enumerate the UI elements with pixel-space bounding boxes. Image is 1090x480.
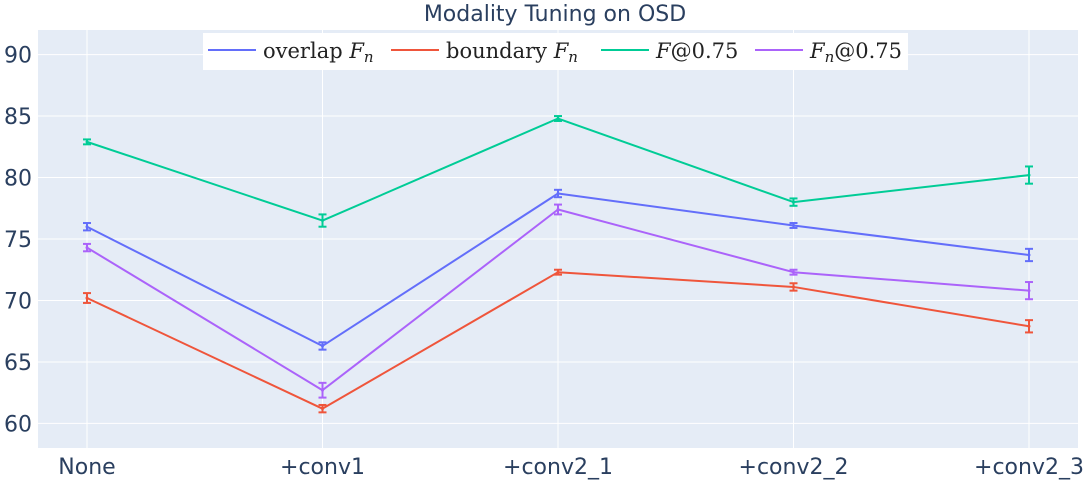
data-point xyxy=(556,192,560,196)
legend[interactable]: overlap Fn boundary Fn F@0.75 Fn@0.75 xyxy=(203,33,908,70)
legend-box xyxy=(203,33,908,70)
data-point xyxy=(792,223,795,227)
y-tick-label: 80 xyxy=(4,167,32,192)
series-3 xyxy=(83,115,1033,228)
data-point xyxy=(321,388,324,392)
data-point xyxy=(556,207,560,211)
data-point xyxy=(1027,324,1031,328)
x-tick-label: +conv2_2 xyxy=(739,455,849,480)
series-4 xyxy=(83,203,1033,399)
x-tick-label: +conv2_3 xyxy=(974,455,1084,480)
data-point xyxy=(321,219,324,223)
y-tick-label: 75 xyxy=(4,228,32,253)
chart-title: Modality Tuning on OSD xyxy=(424,2,686,27)
y-tick-label: 90 xyxy=(4,44,32,69)
series-group xyxy=(83,115,1033,414)
data-point xyxy=(321,344,324,348)
y-tick-label: 85 xyxy=(4,105,32,130)
tick-labels: 60 65 70 75 80 85 90 None +conv1 +conv2_1 +conv2_2… xyxy=(4,44,1084,480)
data-point xyxy=(1027,253,1031,257)
data-point xyxy=(321,407,324,411)
y-tick-label: 70 xyxy=(4,289,32,314)
legend-label: Fn@0.75 xyxy=(809,39,902,66)
legend-item-4[interactable]: Fn@0.75 xyxy=(755,39,902,66)
data-point xyxy=(85,140,89,144)
data-point xyxy=(1027,173,1031,177)
data-point xyxy=(556,270,560,274)
series-1 xyxy=(83,188,1033,351)
y-tick-label: 60 xyxy=(4,412,32,437)
legend-item-2[interactable]: boundary Fn xyxy=(391,39,578,66)
data-point xyxy=(85,246,89,250)
x-tick-label: +conv1 xyxy=(280,455,365,480)
data-point xyxy=(792,285,795,289)
data-point xyxy=(85,225,89,229)
legend-item-1[interactable]: overlap Fn xyxy=(208,39,374,66)
data-point xyxy=(556,117,560,121)
legend-label: boundary Fn xyxy=(446,39,578,66)
legend-item-3[interactable]: F@0.75 xyxy=(601,39,738,63)
legend-label: overlap Fn xyxy=(263,39,374,66)
data-point xyxy=(792,200,795,204)
legend-label: F@0.75 xyxy=(655,39,738,63)
x-tick-label: None xyxy=(58,455,115,480)
x-tick-label: +conv2_1 xyxy=(503,455,613,480)
data-point xyxy=(85,296,89,300)
y-tick-label: 65 xyxy=(4,351,32,376)
series-2 xyxy=(83,268,1033,414)
data-point xyxy=(792,270,795,274)
data-point xyxy=(1027,289,1031,293)
